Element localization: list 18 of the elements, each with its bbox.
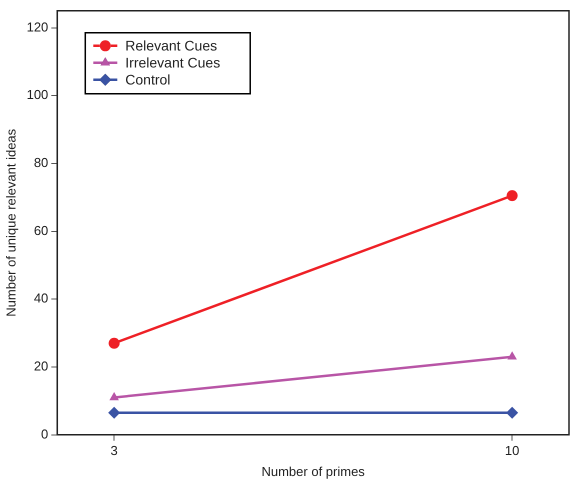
point	[506, 406, 518, 419]
y-tick-label: 0	[41, 426, 48, 442]
point	[108, 406, 120, 419]
x-axis-title: Number of primes	[261, 464, 366, 479]
y-tick-label: 120	[26, 19, 48, 34]
y-tick-label: 60	[34, 222, 48, 238]
x-tick-label: 3	[110, 443, 118, 458]
y-tick-label: 40	[34, 290, 48, 306]
y-tick-label: 20	[34, 358, 48, 374]
legend-label: Relevant Cues	[125, 38, 218, 54]
point	[108, 338, 120, 349]
legend-label: Control	[125, 72, 170, 88]
y-tick-label: 80	[34, 155, 48, 170]
y-axis-title: Number of unique relevant ideas	[3, 128, 18, 317]
legend-label: Irrelevant Cues	[125, 54, 220, 71]
point	[506, 190, 518, 202]
x-tick-label: 10	[504, 443, 520, 458]
y-tick-label: 100	[26, 87, 48, 102]
